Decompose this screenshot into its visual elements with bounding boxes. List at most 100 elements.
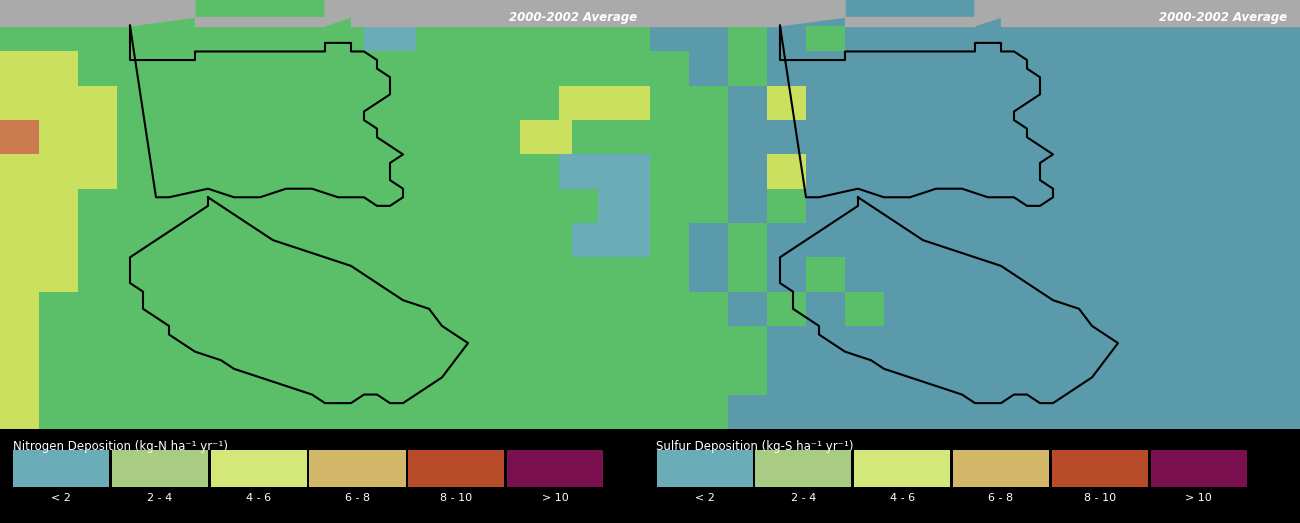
Bar	[689, 326, 728, 360]
Bar	[572, 223, 650, 257]
Bar	[598, 189, 650, 223]
Bar	[0, 120, 39, 154]
FancyBboxPatch shape	[1150, 450, 1247, 487]
Bar	[78, 120, 117, 154]
Bar	[0, 394, 39, 429]
Bar	[650, 257, 689, 292]
Bar	[689, 120, 728, 154]
Bar	[689, 51, 728, 86]
Bar	[728, 223, 767, 257]
Bar	[650, 394, 689, 429]
Bar	[767, 326, 806, 360]
Bar	[650, 86, 689, 120]
Bar	[78, 86, 117, 120]
Bar	[650, 292, 689, 326]
Bar	[728, 189, 767, 223]
Text: 4 - 6: 4 - 6	[246, 493, 272, 503]
Bar	[650, 120, 689, 154]
FancyBboxPatch shape	[309, 450, 406, 487]
FancyBboxPatch shape	[656, 450, 753, 487]
Bar	[0, 86, 39, 120]
Text: Sulfur Deposition (kg-S ha⁻¹ yr⁻¹): Sulfur Deposition (kg-S ha⁻¹ yr⁻¹)	[656, 440, 854, 453]
Polygon shape	[650, 0, 780, 26]
Polygon shape	[325, 0, 351, 26]
Bar	[806, 26, 845, 51]
FancyBboxPatch shape	[112, 450, 208, 487]
Polygon shape	[351, 0, 650, 26]
Bar	[559, 86, 650, 120]
Bar	[689, 257, 728, 292]
Bar	[689, 189, 728, 223]
FancyBboxPatch shape	[953, 450, 1049, 487]
Bar	[0, 360, 39, 394]
Text: 6 - 8: 6 - 8	[988, 493, 1014, 503]
FancyBboxPatch shape	[854, 450, 950, 487]
Bar	[650, 223, 689, 257]
Bar	[0, 326, 39, 360]
Bar	[0, 154, 39, 189]
Polygon shape	[1001, 0, 1300, 26]
Bar	[0, 257, 39, 292]
Text: Nitrogen Deposition (kg-N ha⁻¹ yr⁻¹): Nitrogen Deposition (kg-N ha⁻¹ yr⁻¹)	[13, 440, 227, 453]
FancyBboxPatch shape	[755, 450, 852, 487]
Bar	[806, 257, 845, 292]
Bar	[767, 86, 806, 120]
Bar	[689, 292, 728, 326]
Bar	[728, 360, 767, 394]
Bar	[728, 292, 767, 326]
Bar	[767, 154, 806, 189]
Bar	[767, 292, 806, 326]
Bar	[364, 26, 416, 51]
Polygon shape	[780, 0, 845, 26]
Bar	[806, 326, 845, 360]
Bar	[767, 189, 806, 223]
FancyBboxPatch shape	[211, 450, 307, 487]
Bar	[39, 223, 78, 257]
Bar	[559, 154, 650, 189]
Bar	[650, 51, 689, 86]
Text: 2 - 4: 2 - 4	[147, 493, 173, 503]
Bar	[520, 120, 572, 154]
Bar	[78, 154, 117, 189]
Bar	[728, 86, 767, 120]
Bar	[39, 51, 78, 86]
Text: 6 - 8: 6 - 8	[344, 493, 370, 503]
Bar	[845, 292, 884, 326]
Bar	[806, 189, 845, 223]
Text: 2000-2002 Average: 2000-2002 Average	[508, 11, 637, 24]
Bar	[728, 326, 767, 360]
Bar	[689, 223, 728, 257]
Bar	[650, 154, 689, 189]
Bar	[39, 86, 78, 120]
Text: 2000-2002 Average: 2000-2002 Average	[1158, 11, 1287, 24]
Bar	[767, 257, 806, 292]
Polygon shape	[975, 0, 1001, 26]
Bar	[39, 257, 78, 292]
Bar	[39, 189, 78, 223]
Polygon shape	[845, 17, 975, 26]
Text: > 10: > 10	[542, 493, 568, 503]
Polygon shape	[195, 17, 325, 26]
Bar	[689, 86, 728, 120]
Bar	[650, 189, 689, 223]
Bar	[0, 51, 39, 86]
Bar	[767, 26, 806, 51]
Polygon shape	[130, 0, 195, 26]
Bar	[728, 394, 767, 429]
Bar	[650, 360, 689, 394]
Text: < 2: < 2	[694, 493, 715, 503]
Bar	[0, 189, 39, 223]
Polygon shape	[0, 0, 130, 26]
FancyBboxPatch shape	[408, 450, 504, 487]
Text: < 2: < 2	[51, 493, 72, 503]
Bar	[728, 26, 767, 51]
Bar	[689, 26, 728, 51]
FancyBboxPatch shape	[13, 450, 109, 487]
Bar	[689, 154, 728, 189]
FancyBboxPatch shape	[1052, 450, 1148, 487]
Text: 4 - 6: 4 - 6	[889, 493, 915, 503]
Bar	[728, 257, 767, 292]
Bar	[0, 223, 39, 257]
Bar	[767, 360, 806, 394]
Text: 8 - 10: 8 - 10	[1084, 493, 1115, 503]
